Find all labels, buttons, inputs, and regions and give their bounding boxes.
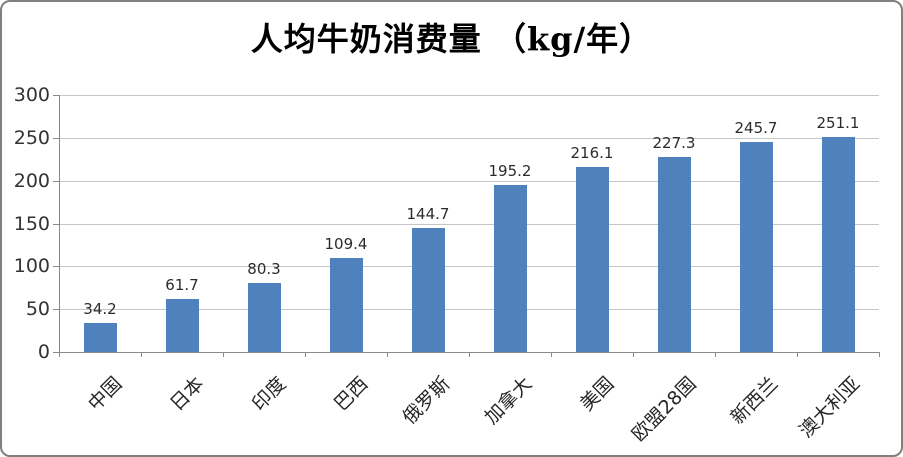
x-category-label: 澳大利亚 bbox=[795, 372, 865, 443]
x-axis-tick bbox=[633, 352, 634, 357]
bar-value-label: 195.2 bbox=[488, 161, 532, 180]
x-category-label: 巴西 bbox=[329, 372, 373, 416]
x-axis-tick bbox=[797, 352, 798, 357]
chart-title: 人均牛奶消费量 （kg/年） bbox=[250, 20, 653, 58]
y-tick-label: 150 bbox=[13, 212, 50, 235]
bar-value-label: 109.4 bbox=[324, 235, 368, 254]
gridline bbox=[59, 309, 879, 311]
gridline bbox=[59, 223, 879, 225]
y-axis-tick bbox=[53, 95, 59, 96]
y-tick-label: 200 bbox=[13, 169, 50, 192]
y-tick-label: 0 bbox=[37, 341, 50, 363]
y-axis-tick bbox=[53, 352, 59, 353]
x-category-label: 新西兰 bbox=[726, 372, 783, 429]
bar bbox=[493, 184, 527, 352]
bar-value-label: 61.7 bbox=[165, 276, 199, 295]
x-category-label: 美国 bbox=[575, 372, 619, 416]
y-tick-label: 250 bbox=[13, 126, 50, 149]
x-category-label: 俄罗斯 bbox=[398, 372, 455, 429]
bar-value-label: 144.7 bbox=[406, 205, 450, 224]
bar bbox=[247, 283, 281, 352]
bar bbox=[411, 228, 445, 352]
x-axis-tick bbox=[879, 352, 880, 357]
x-axis-tick bbox=[59, 352, 60, 357]
x-axis-tick bbox=[141, 352, 142, 357]
bar bbox=[575, 166, 609, 352]
bar bbox=[657, 157, 691, 352]
x-category-label: 印度 bbox=[247, 372, 291, 416]
gridline bbox=[59, 95, 879, 96]
gridline bbox=[59, 137, 879, 139]
y-axis-line bbox=[59, 95, 60, 357]
x-category-label: 中国 bbox=[83, 372, 127, 416]
y-axis-tick bbox=[53, 180, 59, 182]
y-axis-tick bbox=[53, 309, 59, 311]
y-axis-tick bbox=[53, 137, 59, 139]
bar-value-label: 80.3 bbox=[247, 260, 281, 279]
bar-value-label: 251.1 bbox=[816, 113, 860, 132]
y-tick-label: 100 bbox=[13, 255, 50, 278]
bar bbox=[821, 136, 855, 352]
x-axis-tick bbox=[715, 352, 716, 357]
gridline bbox=[59, 266, 879, 268]
x-axis-tick bbox=[305, 352, 306, 357]
x-category-label: 加拿大 bbox=[480, 372, 537, 429]
y-tick-label: 50 bbox=[25, 298, 50, 321]
bar-value-label: 227.3 bbox=[652, 134, 696, 153]
y-tick-label: 300 bbox=[13, 84, 50, 106]
x-category-label: 欧盟28国 bbox=[627, 372, 701, 446]
bar-value-label: 245.7 bbox=[734, 118, 778, 137]
bar bbox=[329, 258, 363, 352]
bar bbox=[739, 141, 773, 352]
gridline bbox=[59, 180, 879, 182]
bar-value-label: 216.1 bbox=[570, 143, 614, 162]
bar bbox=[165, 299, 199, 352]
bar bbox=[83, 322, 117, 352]
bar-value-label: 34.2 bbox=[83, 299, 117, 318]
plot-area: 0 50 100 150 200 250 300 34.2 中国 61.7 日本 80.3 印度 109.… bbox=[14, 84, 880, 446]
x-category-label: 日本 bbox=[165, 372, 209, 416]
x-axis-tick bbox=[551, 352, 552, 357]
x-axis-tick bbox=[387, 352, 388, 357]
x-axis-tick bbox=[469, 352, 470, 357]
x-axis-tick bbox=[223, 352, 224, 357]
y-axis-tick bbox=[53, 223, 59, 225]
y-axis-tick bbox=[53, 266, 59, 268]
